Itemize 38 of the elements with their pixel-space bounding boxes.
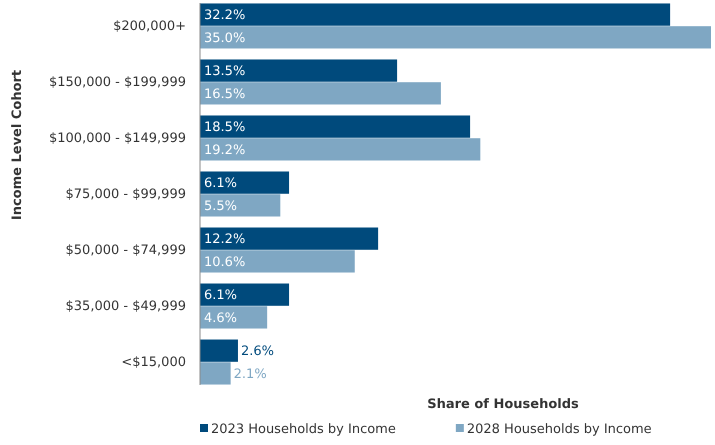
data-label: 6.1%	[204, 176, 238, 192]
bar	[200, 171, 290, 194]
bar	[200, 138, 480, 160]
data-label: 2.6%	[240, 344, 274, 360]
bar	[200, 3, 670, 26]
x-axis-title: Share of Households	[427, 397, 580, 412]
y-axis-title: Income Level Cohort	[10, 70, 25, 220]
bar	[200, 250, 355, 273]
bar	[200, 59, 398, 82]
y-tick-label: $200,000+	[113, 19, 186, 34]
y-tick-label: $35,000 - $49,999	[66, 299, 186, 314]
data-label: 4.6%	[204, 310, 238, 326]
data-label: 18.5%	[204, 120, 246, 136]
bar	[200, 284, 290, 306]
data-label: 19.2%	[204, 142, 246, 158]
data-label: 13.5%	[204, 64, 246, 80]
bar	[200, 340, 238, 362]
y-tick-label: $75,000 - $99,999	[66, 187, 186, 202]
legend-label: 2028 Households by Income	[466, 422, 652, 437]
data-label: 6.1%	[204, 288, 238, 304]
y-tick-label: $100,000 - $149,999	[48, 131, 186, 146]
y-tick-label: $50,000 - $74,999	[66, 243, 186, 258]
legend-label: 2023 Households by Income	[211, 422, 396, 437]
data-label: 32.2%	[204, 8, 246, 24]
data-label: 12.2%	[204, 232, 246, 248]
data-label: 10.6%	[204, 254, 246, 270]
bar	[200, 82, 441, 104]
y-tick-label: $150,000 - $199,999	[48, 75, 186, 90]
data-label: 16.5%	[204, 86, 246, 102]
data-label: 2.1%	[234, 366, 267, 382]
bar	[200, 26, 711, 48]
bar	[200, 228, 378, 250]
bar	[200, 362, 231, 385]
y-tick-label: <$15,000	[121, 355, 186, 370]
bar	[200, 115, 470, 138]
bar	[200, 194, 280, 217]
data-label: 35.0%	[204, 30, 246, 46]
data-label: 5.5%	[204, 198, 238, 214]
